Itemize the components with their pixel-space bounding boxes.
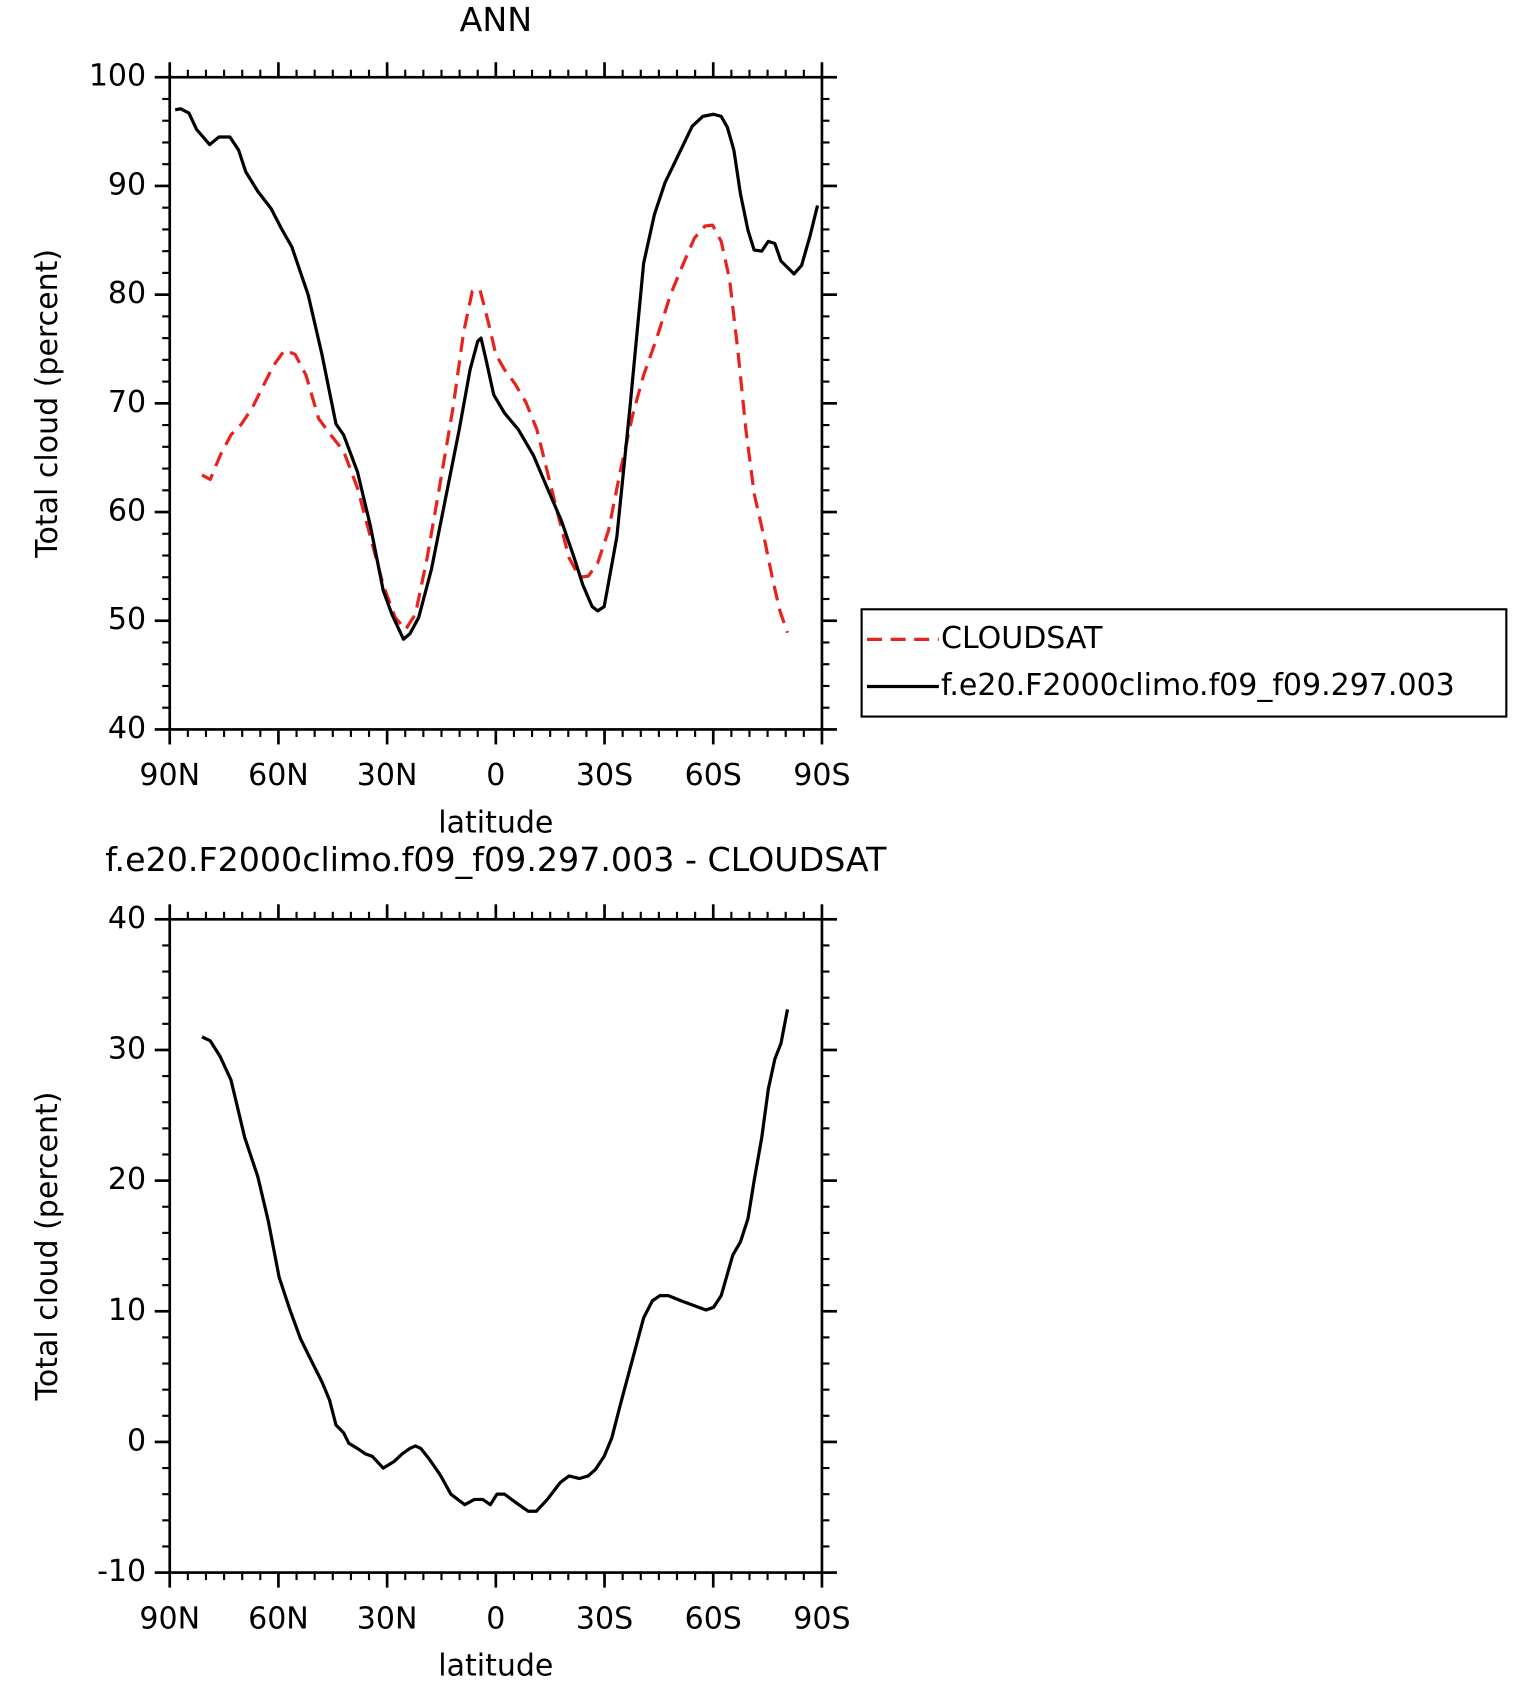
x-tick-label: 30S [576,758,633,793]
plot-frame [168,75,824,731]
chart-title: f.e20.F2000climo.f09_f09.297.003 - CLOUD… [105,840,887,879]
y-tick-label: 100 [89,59,146,94]
y-tick-label: 20 [108,1162,146,1197]
y-axis-label: Total cloud (percent) [30,1092,65,1402]
x-tick-label: 60N [248,1601,309,1636]
y-tick-label: 40 [108,901,146,936]
x-axis-label: latitude [438,1648,553,1682]
data-line [174,107,820,641]
plot-frame [168,917,824,1574]
y-tick-label: 10 [108,1293,146,1328]
data-line [201,223,790,634]
x-tick-label: 30N [357,1601,418,1636]
x-tick-label: 90S [793,758,850,793]
data-line [201,1009,790,1513]
chart-title: ANN [460,0,533,39]
y-tick-label: 0 [127,1423,146,1458]
x-tick-label: 0 [486,758,505,793]
y-tick-label: 70 [108,385,146,420]
y-tick-label: 30 [108,1031,146,1066]
y-tick-label: 90 [108,167,146,202]
x-tick-label: 60N [248,758,309,793]
x-tick-label: 60S [685,1601,742,1636]
y-tick-label: 50 [108,602,146,637]
x-axis-label: latitude [438,805,553,840]
x-tick-label: 90S [793,1601,850,1636]
y-tick-label: 60 [108,494,146,529]
y-tick-label: 40 [108,711,146,746]
y-tick-label: -10 [97,1554,146,1589]
x-tick-label: 30S [576,1601,633,1636]
legend-label: CLOUDSAT [941,621,1103,656]
y-tick-label: 80 [108,276,146,311]
x-tick-label: 0 [486,1601,505,1636]
x-tick-label: 30N [357,758,418,793]
x-tick-label: 90N [139,758,200,793]
x-tick-label: 90N [139,1601,200,1636]
x-tick-label: 60S [685,758,742,793]
y-axis-label: Total cloud (percent) [30,249,65,559]
legend-box [860,608,1508,718]
legend-label: f.e20.F2000climo.f09_f09.297.003 [941,668,1455,703]
